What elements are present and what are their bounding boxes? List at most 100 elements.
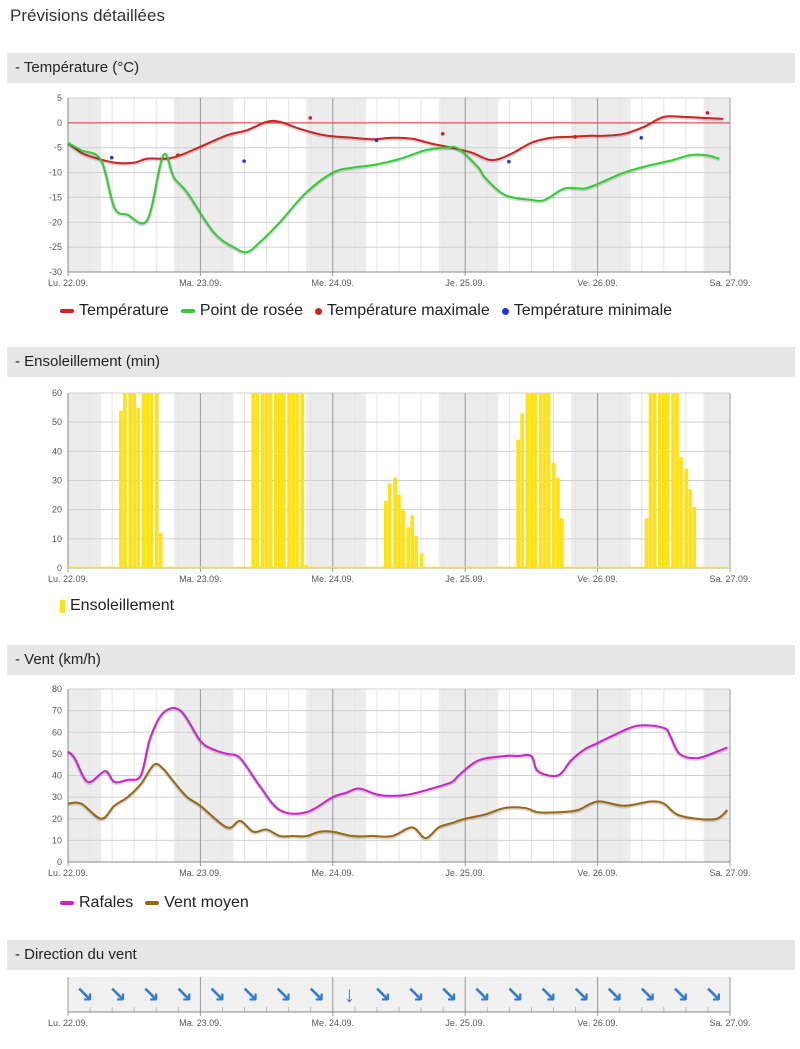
sunshine-bar-icon bbox=[60, 599, 65, 613]
legend-tmin[interactable]: Température minimale bbox=[501, 302, 673, 320]
arrow-down-right-icon: ↘ bbox=[207, 982, 227, 1007]
sunshine-bar bbox=[410, 515, 415, 568]
sunshine-bar bbox=[679, 457, 683, 568]
legend-dewpoint[interactable]: Point de rosée bbox=[180, 302, 303, 320]
legend-label: Vent moyen bbox=[164, 894, 249, 911]
legend-sunshine[interactable]: Ensoleillement bbox=[60, 597, 174, 615]
sunshine-bar bbox=[414, 535, 419, 568]
sunshine-bar bbox=[295, 393, 299, 568]
x-tick-label: Ve. 26.09. bbox=[577, 1018, 618, 1028]
sunshine-bar bbox=[520, 413, 524, 568]
legend-label: Ensoleillement bbox=[70, 597, 175, 614]
sunshine-bar bbox=[141, 393, 146, 568]
sunshine-bar bbox=[136, 407, 141, 568]
wind-section-header[interactable]: - Vent (km/h) bbox=[7, 645, 795, 675]
arrow-down-right-icon: ↘ bbox=[307, 982, 326, 1007]
sunshine-section-header[interactable]: - Ensoleillement (min) bbox=[7, 347, 795, 377]
sunshine-bar bbox=[648, 393, 653, 568]
sunshine-bar bbox=[688, 489, 693, 568]
series-line bbox=[67, 707, 728, 815]
legend-tmax[interactable]: Température maximale bbox=[315, 302, 490, 320]
y-tick-label: 20 bbox=[52, 505, 62, 515]
y-tick-label: 50 bbox=[52, 417, 62, 427]
sunshine-bar bbox=[661, 393, 666, 568]
legend-label: Température minimale bbox=[513, 302, 673, 319]
sunshine-bar bbox=[684, 468, 689, 568]
wind-chart: 80 70 60 50 40 30 20 10 0Lu. 22.09. Ma. 23.09. Me.… bbox=[48, 684, 751, 878]
arrow-down-right-icon: ↘ bbox=[406, 982, 425, 1007]
y-tick-label: 60 bbox=[52, 727, 62, 737]
arrow-down-right-icon: ↘ bbox=[273, 982, 293, 1007]
sunshine-bar bbox=[274, 393, 278, 568]
sunshine-bar bbox=[277, 393, 282, 568]
arrow-down-right-icon: ↘ bbox=[472, 982, 491, 1007]
series-line bbox=[67, 141, 720, 254]
legend-gusts[interactable]: Rafales bbox=[60, 894, 133, 912]
x-tick-label: Lu. 22.09. bbox=[48, 278, 88, 288]
temperature-section-header[interactable]: - Température (°C) bbox=[7, 53, 795, 83]
direction-section-header[interactable]: - Direction du vent bbox=[7, 940, 795, 970]
sunshine-bar bbox=[393, 477, 397, 568]
data-point bbox=[705, 111, 710, 115]
arrow-down-right-icon: ↘ bbox=[174, 982, 194, 1007]
direction-cell bbox=[597, 977, 730, 1012]
x-tick-label: Ma. 23.09. bbox=[179, 278, 222, 288]
x-tick-label: Sa. 27.09. bbox=[709, 574, 750, 584]
wind-mean-line-icon bbox=[145, 901, 160, 905]
arrow-down-icon: ↓ bbox=[343, 982, 355, 1007]
arrow-down-right-icon: ↘ bbox=[439, 982, 458, 1007]
sunshine-bar bbox=[304, 565, 309, 568]
page-title: Prévisions détaillées bbox=[10, 6, 165, 25]
x-tick-label: Me. 24.09. bbox=[312, 1018, 355, 1028]
temperature-legend: Température Point de rosée Température m… bbox=[60, 302, 678, 320]
y-tick-label: 0 bbox=[57, 563, 62, 573]
series-line bbox=[67, 115, 724, 165]
sunshine-bar bbox=[652, 393, 657, 568]
arrow-down-right-icon: ↘ bbox=[108, 982, 127, 1007]
direction-cell bbox=[200, 977, 333, 1012]
y-tick-label: 70 bbox=[52, 706, 62, 716]
sunshine-bar bbox=[145, 393, 150, 568]
legend-wind-mean[interactable]: Vent moyen bbox=[145, 894, 249, 912]
legend-temperature[interactable]: Température bbox=[60, 302, 169, 320]
y-tick-label: 40 bbox=[52, 446, 62, 456]
x-tick-label: Me. 24.09. bbox=[312, 278, 355, 288]
arrow-down-right-icon: ↘ bbox=[141, 982, 160, 1007]
sunshine-bar bbox=[251, 393, 256, 568]
sunshine-bar bbox=[264, 393, 269, 568]
sunshine-bar bbox=[281, 393, 286, 568]
sunshine-bar bbox=[383, 500, 388, 568]
x-tick-label: Sa. 27.09. bbox=[709, 1018, 750, 1028]
tmax-dot-icon bbox=[315, 307, 323, 315]
wind-legend: Rafales Vent moyen bbox=[60, 894, 255, 912]
data-point bbox=[573, 134, 577, 139]
sunshine-bar bbox=[397, 495, 401, 568]
y-tick-label: 5 bbox=[57, 93, 62, 103]
night-shade bbox=[597, 98, 631, 272]
arrow-down-right-icon: ↘ bbox=[240, 982, 260, 1007]
y-tick-label: -20 bbox=[49, 217, 62, 227]
x-tick-label: Sa. 27.09. bbox=[709, 868, 750, 878]
tmin-dot-icon bbox=[501, 307, 509, 315]
y-tick-label: 20 bbox=[52, 814, 62, 824]
x-tick-label: Je. 25.09. bbox=[445, 278, 485, 288]
sunshine-bar bbox=[556, 477, 560, 568]
legend-label: Température maximale bbox=[327, 302, 490, 319]
sunshine-bar bbox=[387, 483, 392, 568]
y-tick-label: 0 bbox=[57, 118, 62, 128]
x-tick-label: Lu. 22.09. bbox=[48, 1018, 88, 1028]
gusts-line-icon bbox=[60, 901, 74, 905]
sunshine-legend: Ensoleillement bbox=[60, 597, 180, 615]
sunshine-bar bbox=[538, 393, 543, 568]
y-tick-label: -15 bbox=[49, 192, 62, 202]
sunshine-bar bbox=[542, 393, 547, 568]
x-tick-label: Je. 25.09. bbox=[445, 574, 485, 584]
temperature-line-icon bbox=[60, 309, 74, 313]
y-tick-label: -25 bbox=[49, 242, 62, 252]
data-point bbox=[109, 155, 114, 160]
data-point bbox=[176, 153, 180, 157]
sunshine-bar bbox=[268, 393, 273, 568]
sunshine-bar bbox=[401, 509, 405, 568]
data-point bbox=[308, 116, 313, 120]
